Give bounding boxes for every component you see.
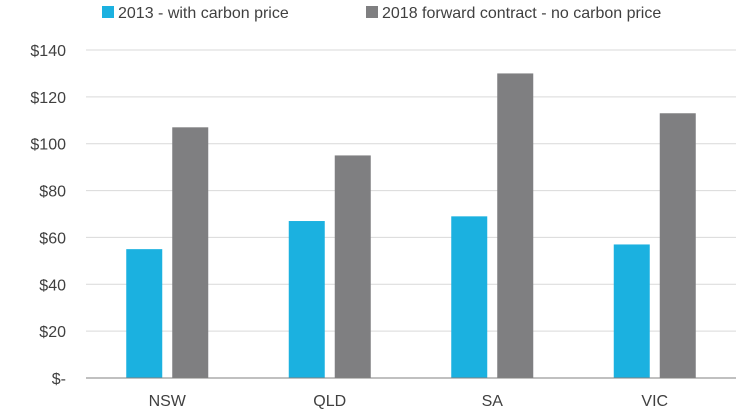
- bar-vic-series-1: [613, 244, 650, 378]
- y-tick-label: $100: [30, 137, 66, 154]
- bar-sa-series-1: [451, 216, 488, 378]
- x-tick-label: VIC: [641, 393, 668, 410]
- x-axis: NSW QLD SA VIC: [86, 377, 736, 410]
- legend-swatch: [102, 6, 114, 18]
- legend: 2013 - with carbon price 2018 forward con…: [102, 5, 661, 22]
- y-axis: $- $20 $40 $60 $80 $100 $120 $140: [30, 43, 66, 388]
- bar-qld-series-2: [334, 155, 371, 378]
- y-tick-label: $20: [39, 324, 66, 341]
- bars: [126, 73, 696, 378]
- y-tick-label: $60: [39, 230, 66, 247]
- y-tick-label: $-: [52, 371, 66, 388]
- bar-nsw-series-2: [172, 127, 209, 378]
- legend-label: 2013 - with carbon price: [118, 5, 289, 22]
- y-tick-label: $40: [39, 277, 66, 294]
- bar-qld-series-1: [288, 221, 325, 378]
- bar-sa-series-2: [497, 73, 534, 378]
- x-tick-label: SA: [482, 393, 504, 410]
- bar-vic-series-2: [659, 113, 696, 378]
- y-tick-label: $80: [39, 184, 66, 201]
- bar-nsw-series-1: [126, 249, 163, 378]
- legend-label: 2018 forward contract - no carbon price: [382, 5, 661, 22]
- x-tick-label: QLD: [313, 393, 346, 410]
- y-tick-label: $140: [30, 43, 66, 60]
- legend-swatch: [366, 6, 378, 18]
- y-tick-label: $120: [30, 90, 66, 107]
- x-tick-label: NSW: [149, 393, 187, 410]
